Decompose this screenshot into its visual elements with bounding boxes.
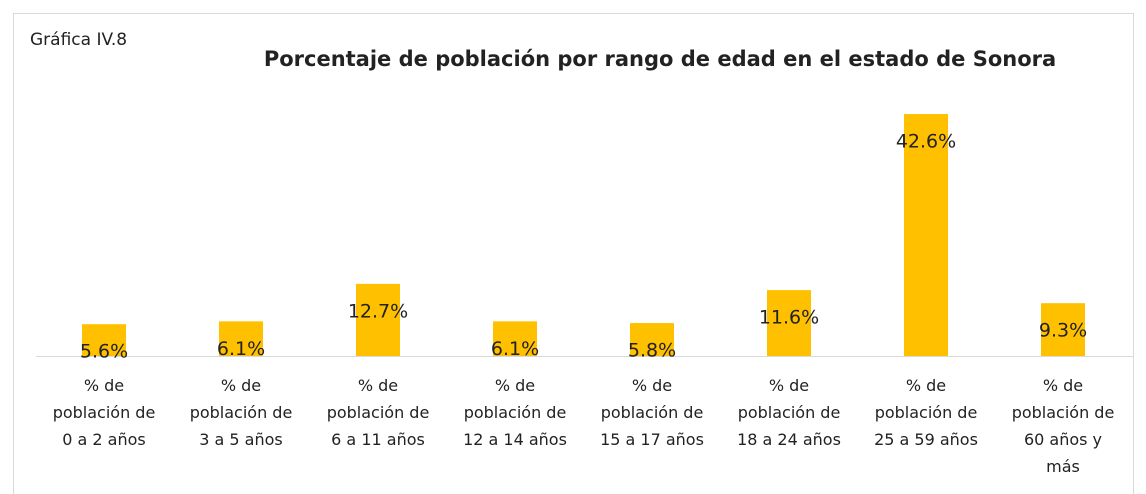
chart-title: Porcentaje de población por rango de eda… [264, 47, 1056, 71]
x-tick-label: % de población de 25 a 59 años [874, 376, 978, 449]
x-tick-label: % de población de 0 a 2 años [52, 376, 156, 449]
x-tick-label: % de población de 6 a 11 años [326, 376, 430, 449]
chart-frame [13, 13, 1134, 494]
bar [219, 321, 263, 356]
data-label: 11.6% [759, 307, 819, 329]
x-tick-label: % de población de 18 a 24 años [737, 376, 841, 449]
x-tick-label: % de población de 3 a 5 años [189, 376, 293, 449]
x-tick-label: % de población de 60 años y más [1011, 376, 1115, 476]
data-label: 5.6% [80, 341, 128, 363]
data-label: 5.8% [628, 340, 676, 362]
data-label: 42.6% [896, 131, 956, 153]
x-tick-label: % de población de 15 a 17 años [600, 376, 704, 449]
bar [1041, 303, 1085, 356]
bar [356, 283, 400, 356]
data-label: 6.1% [217, 338, 265, 360]
data-label: 6.1% [491, 338, 539, 360]
data-label: 12.7% [348, 300, 408, 322]
bar [82, 324, 126, 356]
bar [904, 114, 948, 356]
data-label: 9.3% [1039, 320, 1087, 342]
x-tick-label: % de población de 12 a 14 años [463, 376, 567, 449]
bar [630, 323, 674, 356]
bar [493, 321, 537, 356]
bar [767, 290, 811, 356]
chart-label: Gráfica IV.8 [30, 30, 127, 50]
